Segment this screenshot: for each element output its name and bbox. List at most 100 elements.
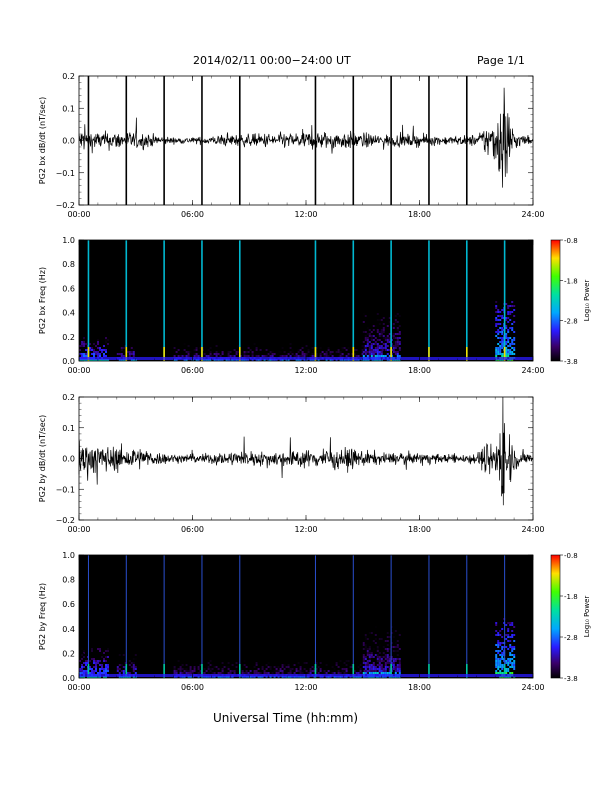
spectrogram-cell bbox=[259, 658, 262, 660]
spectrogram-cell bbox=[394, 347, 397, 349]
spectrogram-cell bbox=[207, 654, 210, 656]
spectrogram-cell bbox=[243, 353, 246, 355]
spectrogram-cell bbox=[101, 664, 103, 666]
spectrogram-cell bbox=[359, 668, 362, 670]
spectrogram-cell bbox=[364, 315, 367, 317]
spectrogram-cell bbox=[120, 349, 123, 351]
spectrogram-cell bbox=[380, 658, 383, 660]
spectrogram-cell bbox=[380, 660, 383, 662]
spectrogram-cell bbox=[329, 666, 332, 668]
spectrogram-cell bbox=[353, 670, 356, 672]
spectrogram-cell bbox=[101, 668, 103, 670]
spectrogram-cell bbox=[495, 351, 498, 353]
spectrogram-cell bbox=[374, 630, 377, 632]
spectrogram-cell bbox=[105, 351, 107, 353]
spectrogram-cell bbox=[185, 355, 188, 357]
spectrogram-cell bbox=[333, 672, 336, 674]
spectrogram-cell bbox=[505, 624, 508, 626]
spectrogram-cell bbox=[378, 660, 381, 662]
spectrogram-cell bbox=[187, 670, 190, 672]
spectrogram-cell bbox=[83, 656, 85, 658]
spectrogram-cell bbox=[279, 666, 282, 668]
spectrogram-cell bbox=[255, 662, 258, 664]
spectrogram-cell bbox=[362, 325, 365, 327]
spectrogram-cell bbox=[303, 343, 306, 345]
spectrogram-cell bbox=[179, 670, 182, 672]
spectrogram-cell bbox=[366, 654, 369, 656]
colorbar-tick-label: -0.8 bbox=[564, 552, 578, 560]
spectrogram-cell bbox=[132, 664, 135, 666]
spectrogram-cell bbox=[221, 341, 224, 343]
spectrogram-cell bbox=[183, 672, 186, 674]
spectrogram-cell bbox=[219, 337, 222, 339]
spectrogram-cell bbox=[386, 632, 389, 634]
spectrogram-cell bbox=[183, 670, 186, 672]
spectrogram-cell bbox=[267, 662, 270, 664]
spectrogram-cell bbox=[221, 353, 224, 355]
spectrogram-cell bbox=[495, 644, 498, 646]
spectrogram-cell bbox=[227, 355, 230, 357]
spectrogram-cell bbox=[319, 668, 322, 670]
spectrogram-cell bbox=[509, 353, 512, 355]
spectrogram-cell bbox=[85, 355, 87, 357]
spectrogram-cell bbox=[197, 668, 200, 670]
spectrogram-cell bbox=[497, 662, 500, 664]
spectrogram-cell bbox=[221, 670, 224, 672]
spectrogram-cell bbox=[382, 331, 385, 333]
spectrogram-cell bbox=[305, 662, 308, 664]
spectrogram-cell bbox=[211, 662, 214, 664]
spectrogram-cell bbox=[239, 668, 242, 670]
spectrogram-cell bbox=[505, 672, 508, 674]
spectrogram-cell bbox=[495, 307, 498, 309]
spectrogram-cell bbox=[368, 313, 371, 315]
spectrogram-cell bbox=[325, 345, 328, 347]
spectrogram-cell bbox=[83, 341, 85, 343]
spectrogram-cell bbox=[327, 668, 330, 670]
spectrogram-cell bbox=[398, 349, 401, 351]
spectrogram-cell bbox=[368, 345, 371, 347]
spectrogram-cell bbox=[366, 666, 369, 668]
spectrogram-cell bbox=[267, 672, 270, 674]
spectrogram-cell bbox=[388, 319, 391, 321]
x-tick-label: 12:00 bbox=[294, 525, 317, 534]
spectrogram-cell bbox=[134, 654, 137, 656]
spectrogram-cell bbox=[247, 656, 250, 658]
spectrogram-cell bbox=[299, 355, 302, 357]
spectrogram-cell bbox=[243, 351, 246, 353]
spectrogram-cell bbox=[319, 343, 322, 345]
spectrogram-cell bbox=[384, 337, 387, 339]
spectrogram-cell bbox=[368, 351, 371, 353]
spectrogram-cell bbox=[509, 640, 512, 642]
spectrogram-cell bbox=[380, 672, 383, 674]
spectrogram-cell bbox=[307, 656, 310, 658]
spectrogram-cell bbox=[265, 672, 268, 674]
spectrogram-cell bbox=[372, 672, 375, 674]
spectrogram-cell bbox=[275, 347, 278, 349]
spectrogram-cell bbox=[382, 640, 385, 642]
spectrogram-cell bbox=[281, 347, 284, 349]
spectrogram-cell bbox=[253, 343, 256, 345]
spectrogram-cell bbox=[372, 656, 375, 658]
spectrogram-cell bbox=[81, 341, 83, 343]
spectrogram-cell bbox=[241, 666, 244, 668]
spectrogram-cell bbox=[89, 666, 91, 668]
spectrogram-cell bbox=[187, 672, 190, 674]
spectrogram-cell bbox=[331, 355, 334, 357]
spectrogram-cell bbox=[271, 353, 274, 355]
spectrogram-cell bbox=[291, 660, 294, 662]
spectrogram-cell bbox=[509, 658, 512, 660]
spectrogram-cell bbox=[507, 307, 510, 309]
spectrogram-cell bbox=[81, 337, 83, 339]
spectrogram-cell bbox=[386, 339, 389, 341]
spectrogram-cell bbox=[495, 323, 498, 325]
spectrogram-cell bbox=[497, 333, 500, 335]
spectrogram-cell bbox=[209, 351, 212, 353]
spectrogram-cell bbox=[297, 337, 300, 339]
spectrogram-cell bbox=[368, 666, 371, 668]
spectrogram-cell bbox=[364, 353, 367, 355]
spectrogram-cell bbox=[313, 672, 316, 674]
spectrogram-cell bbox=[509, 343, 512, 345]
spectrogram-cell bbox=[366, 333, 369, 335]
spectrogram-cell bbox=[185, 672, 188, 674]
spectrogram-cell bbox=[495, 317, 498, 319]
